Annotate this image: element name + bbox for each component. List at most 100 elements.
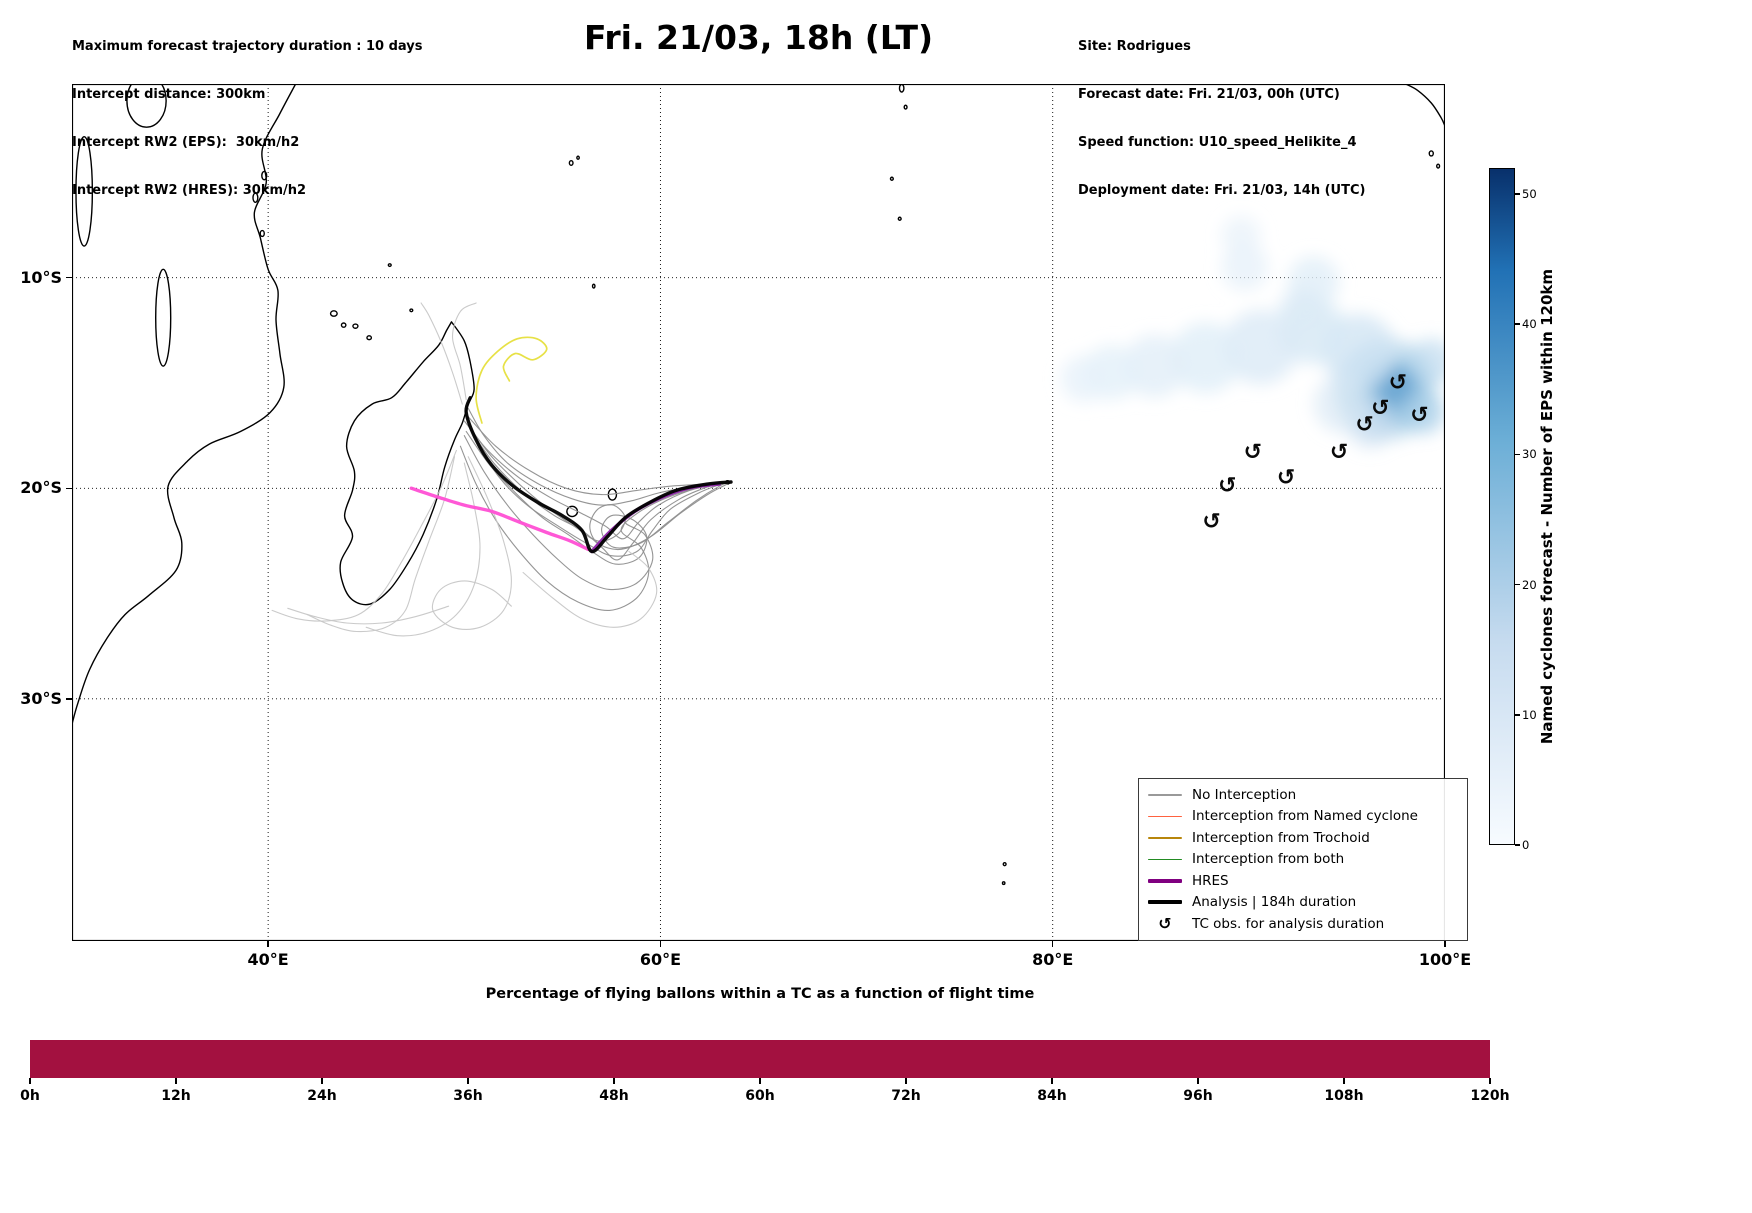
density-blob — [1123, 334, 1187, 398]
site-info-line: Forecast date: Fri. 21/03, 00h (UTC) — [1078, 87, 1340, 102]
colorbar-tick-mark — [1515, 453, 1520, 456]
legend-line-sample — [1147, 878, 1183, 883]
bar-x-tick-mark — [905, 1078, 907, 1084]
bar-x-tick-mark — [1489, 1078, 1491, 1084]
bar-x-tick-mark — [467, 1078, 469, 1084]
tc-obs-symbol-icon: ↺ — [1158, 914, 1172, 934]
legend-line-sample — [1147, 815, 1183, 817]
tc-obs-marker: ↺ — [1410, 403, 1428, 428]
colorbar-gradient — [1490, 169, 1514, 844]
island-outline — [252, 192, 259, 204]
x-tick-label: 80°E — [1032, 950, 1074, 969]
x-tick-mark — [1444, 941, 1446, 947]
run-parameters-block: Maximum forecast trajectory duration : 1… — [72, 7, 423, 231]
legend-line-sample — [1147, 794, 1183, 796]
density-blob — [1060, 355, 1108, 403]
site-info-block: Site: Rodrigues Forecast date: Fri. 21/0… — [1078, 7, 1365, 231]
legend-item-label: Interception from Named cyclone — [1192, 808, 1418, 825]
island-outline — [1428, 150, 1434, 157]
legend-item-label: HRES — [1192, 872, 1229, 889]
figure-title: Fri. 21/03, 18h (LT) — [583, 18, 934, 57]
lake-outline — [155, 268, 172, 367]
bar-x-tick-label: 0h — [20, 1088, 40, 1104]
island-outline — [352, 323, 359, 329]
bar-x-tick-mark — [1343, 1078, 1345, 1084]
colorbar-tick-label: 20 — [1522, 577, 1537, 592]
density-blob — [1313, 374, 1373, 434]
island-outline — [576, 155, 580, 160]
legend-line — [1148, 815, 1182, 817]
island-outline — [591, 283, 596, 289]
map-gridlines — [72, 84, 1445, 941]
x-tick-label: 100°E — [1418, 950, 1472, 969]
coastline-madagascar — [339, 321, 475, 606]
legend-line — [1148, 878, 1182, 883]
density-blob — [1170, 322, 1242, 394]
coastline-sumatra — [1405, 84, 1445, 127]
tc-obs-marker: ↺ — [1355, 413, 1373, 438]
legend-item: No Interception — [1147, 784, 1459, 806]
bar-x-tick-mark — [29, 1078, 31, 1084]
trajectory-map: ↺ ↺ ↺ ↺ ↺ ↺ ↺ ↺ ↺ No Interception Interception fr… — [72, 84, 1468, 941]
tc-obs-markers: ↺↺ ↺↺↺↺↺↺↺ — [1202, 371, 1428, 535]
bar-x-tick-mark — [759, 1078, 761, 1084]
island-outline — [897, 216, 902, 221]
bar-x-tick-mark — [1197, 1078, 1199, 1084]
density-blob — [1407, 338, 1445, 386]
legend-line — [1148, 858, 1182, 860]
y-tick-label: 30°S — [20, 688, 62, 708]
colorbar-tick-label: 10 — [1522, 707, 1537, 722]
island-outline — [387, 263, 392, 268]
trajectory-ensemble-no-interception-light — [365, 462, 481, 637]
legend-item-label: Analysis | 184h duration — [1192, 894, 1357, 911]
trajectory-ensemble-no-interception-light — [522, 550, 658, 628]
x-tick-label: 60°E — [639, 950, 682, 969]
trajectory-hres-pink — [409, 486, 590, 551]
island-outline — [1001, 881, 1006, 886]
run-parameter-line: Intercept distance: 300km — [72, 87, 266, 102]
density-blob — [1221, 216, 1261, 256]
tc-obs-marker: ↺ — [1244, 440, 1262, 465]
legend-item: ↺ TC obs. for analysis duration — [1147, 913, 1459, 935]
map-frame — [72, 84, 1445, 941]
y-tick-label: 20°S — [20, 478, 62, 498]
bar-x-tick-mark — [613, 1078, 615, 1084]
bar-x-tick-mark — [1051, 1078, 1053, 1084]
bar-x-tick-label: 60h — [745, 1088, 775, 1104]
site-info-line: Deployment date: Fri. 21/03, 14h (UTC) — [1078, 183, 1366, 198]
trajectories — [271, 302, 733, 637]
bar-x-tick-label: 48h — [599, 1088, 629, 1104]
trajectory-ensemble-no-interception — [463, 420, 728, 540]
tc-percentage-bar-axis — [30, 1040, 1490, 1078]
island-outline — [1436, 163, 1441, 169]
colorbar-tick-label: 50 — [1522, 187, 1537, 202]
tc-obs-marker: ↺ — [1277, 465, 1295, 490]
island-outline — [889, 176, 894, 181]
legend-item-label: Interception from Trochoid — [1192, 829, 1370, 846]
legend-line-sample — [1147, 858, 1183, 860]
legend-line — [1148, 794, 1182, 796]
bar-x-tick-label: 108h — [1324, 1088, 1364, 1104]
density-blob — [1223, 309, 1298, 385]
site-info-line: Speed function: U10_speed_Helikite_4 — [1078, 135, 1357, 150]
x-tick-mark — [267, 941, 269, 947]
trajectory-map-canvas: ↺↺ ↺↺↺↺↺↺↺ — [72, 84, 1445, 941]
map-legend: No Interception Interception from Named c… — [1138, 778, 1468, 941]
tc-obs-marker: ↺ — [1371, 396, 1389, 421]
bar-x-tick-label: 36h — [453, 1088, 483, 1104]
bar-x-tick-mark — [321, 1078, 323, 1084]
bar-x-tick-mark — [175, 1078, 177, 1084]
island-outline — [1002, 861, 1007, 867]
site-info-line: Site: Rodrigues — [1078, 39, 1191, 54]
trajectory-ensemble-no-interception-light — [271, 449, 457, 622]
island-outline — [898, 84, 905, 93]
x-tick-label: 40°E — [247, 950, 289, 969]
coastline-africa — [72, 84, 297, 725]
colorbar-tick-mark — [1515, 583, 1520, 586]
legend-item: Interception from Trochoid — [1147, 827, 1459, 849]
legend-line — [1148, 837, 1182, 839]
island-outline — [566, 505, 579, 518]
tc-obs-marker: ↺ — [1330, 440, 1348, 465]
legend-item-label: Interception from both — [1192, 851, 1345, 868]
